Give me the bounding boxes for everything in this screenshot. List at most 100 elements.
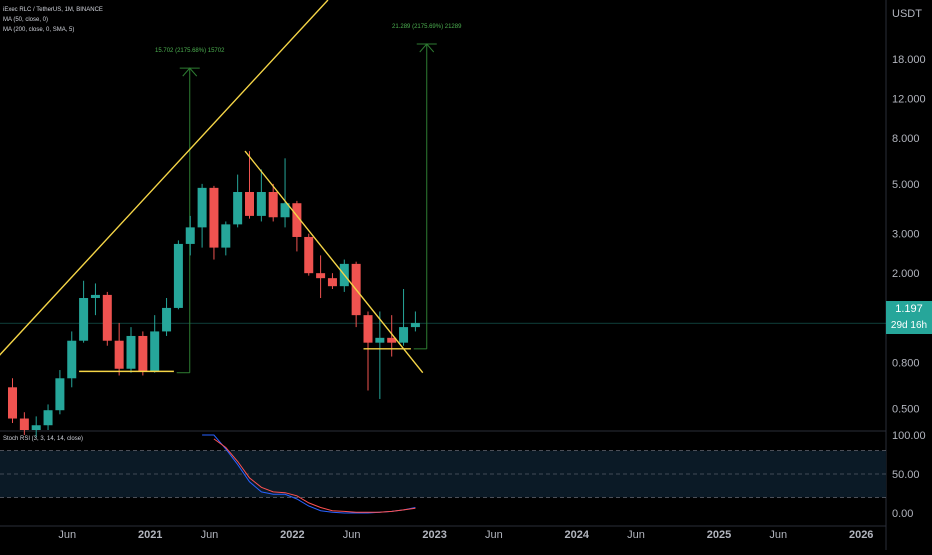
candle-2022-10 (399, 289, 408, 346)
candle-2021-12 (281, 158, 290, 227)
candle-2020-07 (79, 281, 88, 343)
candle-2022-11 (411, 311, 420, 331)
x-tick-label: 2025 (707, 529, 731, 541)
y-tick-label: 18.000 (892, 54, 926, 66)
last-price-tag: 1.197 (886, 301, 932, 317)
x-tick-label: 2024 (565, 529, 590, 541)
candle-body (198, 188, 207, 228)
y-tick-label: 0.500 (892, 403, 920, 415)
candle-body (67, 341, 76, 379)
candle-body (245, 192, 254, 216)
symbol-line: iExec RLC / TetherUS, 1M, BINANCE (3, 5, 103, 15)
candle-2022-09 (387, 315, 396, 356)
candle-body (103, 295, 112, 341)
candle-body (32, 425, 41, 430)
candle-body (364, 315, 373, 343)
candle-body (257, 192, 266, 216)
candle-body (91, 295, 100, 298)
candle-body (127, 336, 136, 369)
candles-layer (8, 151, 420, 438)
candle-2021-03 (174, 240, 183, 309)
candle-body (150, 331, 159, 371)
candle-body (411, 323, 420, 327)
x-tick-label: Jun (201, 529, 219, 541)
candle-2021-07 (221, 221, 230, 255)
candle-body (304, 237, 313, 273)
y-tick-label: 2.000 (892, 268, 920, 280)
candle-2020-10 (115, 323, 124, 376)
rsi-tick-label: 50.00 (892, 469, 920, 481)
y-tick-label: 3.000 (892, 229, 920, 241)
candle-2022-04 (328, 273, 337, 289)
candle-2020-03 (32, 416, 41, 437)
currency-label: USDT (892, 8, 922, 20)
candle-body (375, 338, 384, 343)
candle-body (399, 327, 408, 343)
candle-body (79, 298, 88, 341)
candle-body (8, 387, 17, 418)
measurement-label: 21.289 (2175.69%) 21289 (392, 24, 462, 30)
ma50-legend: MA (50, close, 0) (3, 15, 103, 25)
candle-2020-01 (8, 378, 17, 423)
x-tick-label: 2026 (849, 529, 873, 541)
ma200-legend: MA (200, close, 0, SMA, 5) (3, 25, 103, 35)
candle-body (55, 378, 64, 410)
stoch-rsi-pane (0, 435, 886, 513)
candle-2021-10 (257, 169, 266, 221)
x-tick-label: Jun (58, 529, 76, 541)
candle-2020-04 (44, 404, 53, 430)
measurement-label: 15.702 (2175.68%) 15702 (155, 48, 225, 54)
x-tick-label: 2022 (280, 529, 304, 541)
candle-2020-11 (127, 327, 136, 373)
candle-body (233, 192, 242, 224)
candle-body (316, 273, 325, 278)
candle-2021-08 (233, 175, 242, 228)
candle-2020-12 (138, 331, 147, 375)
candle-body (269, 192, 278, 217)
candle-2021-01 (150, 315, 159, 373)
candle-2020-08 (91, 283, 100, 315)
x-tick-label: Jun (769, 529, 787, 541)
candle-2020-09 (103, 292, 112, 346)
candle-2021-06 (209, 186, 218, 260)
x-tick-label: Jun (627, 529, 645, 541)
candle-body (115, 341, 124, 369)
stoch-rsi-legend: Stoch RSI (3, 3, 14, 14, close) (3, 436, 83, 442)
candle-body (174, 244, 183, 308)
candle-body (162, 308, 171, 331)
y-tick-label: 5.000 (892, 179, 920, 191)
candle-2022-07 (364, 311, 373, 390)
candle-2022-03 (316, 255, 325, 298)
candle-2020-02 (20, 412, 29, 435)
x-tick-label: Jun (343, 529, 361, 541)
candle-body (20, 419, 29, 430)
y-tick-label: 8.000 (892, 133, 920, 145)
x-tick-label: 2023 (422, 529, 446, 541)
candle-2020-05 (55, 370, 64, 414)
candle-body (138, 336, 147, 371)
candle-2022-08 (375, 311, 384, 398)
candle-2020-06 (67, 331, 76, 387)
y-tick-label: 12.000 (892, 94, 926, 106)
rsi-tick-label: 100.00 (892, 430, 926, 442)
candle-2021-04 (186, 216, 195, 256)
candle-2021-05 (198, 184, 207, 248)
candle-body (221, 224, 230, 247)
x-tick-label: Jun (485, 529, 503, 541)
measurement-2: 21.289 (2175.69%) 21289 (392, 24, 462, 349)
y-tick-label: 0.800 (892, 357, 920, 369)
candle-2022-02 (304, 234, 313, 276)
descending-trendline (245, 151, 423, 373)
candle-body (186, 227, 195, 244)
candle-body (44, 410, 53, 425)
countdown-tag: 29d 16h (886, 317, 932, 334)
symbol-legend[interactable]: iExec RLC / TetherUS, 1M, BINANCE MA (50… (3, 5, 103, 35)
candle-2021-02 (162, 298, 171, 336)
candle-2022-01 (292, 201, 301, 252)
candle-body (209, 188, 218, 248)
candle-body (328, 278, 337, 286)
x-tick-label: 2021 (138, 529, 162, 541)
trendline-layer[interactable] (0, 0, 423, 373)
